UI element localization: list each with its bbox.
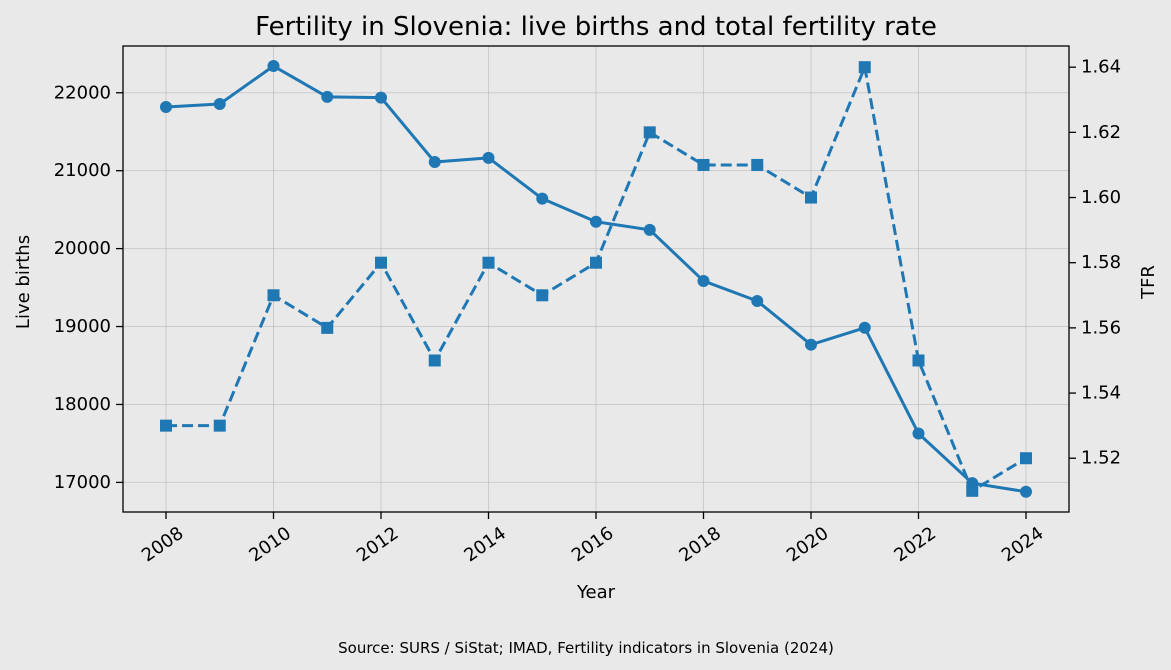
live-births-point	[428, 156, 441, 169]
tfr-point	[643, 126, 656, 139]
live-births-point	[375, 91, 387, 104]
tfr-point	[1020, 452, 1032, 465]
tfr-point	[590, 256, 602, 269]
y-right-tick-label: 1.62	[1081, 122, 1121, 143]
y-left-tick-label: 20000	[54, 238, 111, 259]
y-axis-right: 1.52 1.54 1.56 1.58 1.60 1.62 1.64	[1069, 57, 1121, 469]
live-births-point	[751, 294, 764, 307]
chart-title: Fertility in Slovenia: live births and t…	[255, 12, 937, 42]
y-left-tick-label: 18000	[54, 394, 111, 415]
tfr-point	[428, 354, 441, 367]
x-axis-title: Year	[576, 582, 616, 603]
live-births-point	[643, 223, 656, 236]
tfr-point	[375, 256, 387, 269]
live-births-point	[697, 274, 710, 287]
tfr-point	[267, 289, 280, 302]
tfr-point	[321, 321, 334, 334]
tfr-point	[805, 191, 817, 204]
y-right-tick-label: 1.58	[1081, 252, 1121, 273]
y-right-tick-label: 1.60	[1081, 187, 1121, 208]
live-births-point	[321, 90, 334, 103]
live-births-point	[160, 101, 172, 114]
y-axis-left-title: Live births	[13, 235, 34, 329]
y-left-tick-label: 17000	[54, 472, 111, 493]
tfr-point	[213, 419, 226, 432]
live-births-point	[912, 427, 925, 440]
tfr-point	[858, 61, 871, 74]
tfr-point	[697, 158, 710, 171]
y-axis-right-title: TFR	[1138, 265, 1159, 300]
tfr-point	[482, 256, 495, 269]
y-right-tick-label: 1.54	[1081, 383, 1121, 404]
live-births-point	[858, 321, 871, 334]
y-left-tick-label: 21000	[54, 160, 111, 181]
y-right-tick-label: 1.52	[1081, 448, 1121, 469]
y-axis-left: 17000 18000 19000 20000 21000 22000	[54, 82, 123, 493]
live-births-point	[1020, 485, 1032, 498]
tfr-point	[912, 354, 925, 367]
tfr-point	[751, 158, 764, 171]
y-left-tick-label: 19000	[54, 316, 111, 337]
live-births-point	[482, 151, 495, 164]
live-births-point	[590, 215, 602, 228]
series-layer	[160, 60, 1032, 498]
y-right-tick-label: 1.56	[1081, 317, 1121, 338]
live-births-point	[536, 192, 549, 205]
tfr-point	[160, 419, 172, 432]
y-left-tick-label: 22000	[54, 82, 111, 103]
live-births-point	[805, 338, 817, 351]
tfr-point	[966, 484, 979, 497]
live-births-point	[267, 60, 280, 73]
tfr-point	[536, 289, 549, 302]
live-births-point	[213, 97, 226, 110]
source-note: Source: SURS / SiStat; IMAD, Fertility i…	[338, 639, 834, 657]
y-right-tick-label: 1.64	[1081, 57, 1121, 78]
